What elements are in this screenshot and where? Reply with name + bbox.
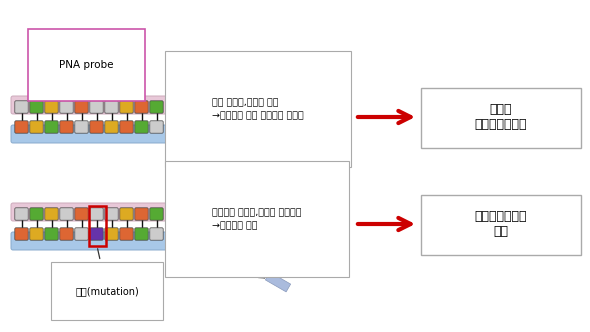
- FancyBboxPatch shape: [30, 101, 43, 113]
- FancyBboxPatch shape: [90, 208, 103, 220]
- Bar: [89, 206, 106, 246]
- Text: 불완전한 결합력,녹는점 낮아진다
→이중구조 해체: 불완전한 결합력,녹는점 낮아진다 →이중구조 해체: [212, 208, 301, 230]
- FancyBboxPatch shape: [75, 101, 88, 113]
- FancyBboxPatch shape: [217, 153, 243, 164]
- Polygon shape: [266, 272, 291, 292]
- FancyBboxPatch shape: [75, 228, 88, 240]
- FancyBboxPatch shape: [150, 208, 163, 220]
- FancyBboxPatch shape: [120, 228, 133, 240]
- FancyBboxPatch shape: [45, 101, 58, 113]
- FancyBboxPatch shape: [150, 228, 163, 240]
- FancyBboxPatch shape: [105, 228, 118, 240]
- FancyBboxPatch shape: [105, 121, 118, 133]
- FancyBboxPatch shape: [120, 101, 133, 113]
- FancyBboxPatch shape: [45, 228, 58, 240]
- FancyBboxPatch shape: [15, 208, 28, 220]
- Text: 돌연변이유전자
증폭: 돌연변이유전자 증폭: [475, 210, 527, 238]
- FancyBboxPatch shape: [264, 153, 290, 164]
- FancyBboxPatch shape: [135, 208, 148, 220]
- FancyBboxPatch shape: [90, 228, 103, 240]
- FancyBboxPatch shape: [60, 101, 73, 113]
- FancyBboxPatch shape: [60, 121, 73, 133]
- FancyBboxPatch shape: [45, 121, 58, 133]
- FancyBboxPatch shape: [11, 232, 168, 250]
- FancyBboxPatch shape: [11, 125, 168, 143]
- Text: PNA probe: PNA probe: [59, 60, 113, 70]
- FancyBboxPatch shape: [30, 208, 43, 220]
- FancyBboxPatch shape: [30, 228, 43, 240]
- FancyBboxPatch shape: [150, 101, 163, 113]
- FancyBboxPatch shape: [15, 101, 28, 113]
- FancyBboxPatch shape: [15, 121, 28, 133]
- FancyBboxPatch shape: [421, 88, 581, 148]
- FancyBboxPatch shape: [135, 228, 148, 240]
- FancyBboxPatch shape: [217, 261, 243, 272]
- FancyBboxPatch shape: [90, 101, 103, 113]
- FancyBboxPatch shape: [120, 121, 133, 133]
- FancyBboxPatch shape: [30, 121, 43, 133]
- Text: 유전자
증폭되지않는다: 유전자 증폭되지않는다: [475, 103, 527, 131]
- FancyBboxPatch shape: [45, 208, 58, 220]
- FancyBboxPatch shape: [11, 96, 168, 114]
- FancyBboxPatch shape: [135, 121, 148, 133]
- Text: 강한 결합력,녹는점 높다
→이중구조 해체 이뤄지지 않는다: 강한 결합력,녹는점 높다 →이중구조 해체 이뤄지지 않는다: [212, 98, 304, 120]
- FancyBboxPatch shape: [135, 101, 148, 113]
- FancyBboxPatch shape: [11, 203, 168, 221]
- Text: 변이(mutation): 변이(mutation): [75, 249, 139, 296]
- FancyBboxPatch shape: [60, 228, 73, 240]
- FancyBboxPatch shape: [421, 195, 581, 255]
- FancyBboxPatch shape: [105, 101, 118, 113]
- FancyBboxPatch shape: [90, 121, 103, 133]
- FancyBboxPatch shape: [15, 228, 28, 240]
- FancyBboxPatch shape: [75, 121, 88, 133]
- FancyBboxPatch shape: [120, 208, 133, 220]
- FancyBboxPatch shape: [75, 208, 88, 220]
- FancyBboxPatch shape: [150, 121, 163, 133]
- FancyBboxPatch shape: [105, 208, 118, 220]
- FancyBboxPatch shape: [60, 208, 73, 220]
